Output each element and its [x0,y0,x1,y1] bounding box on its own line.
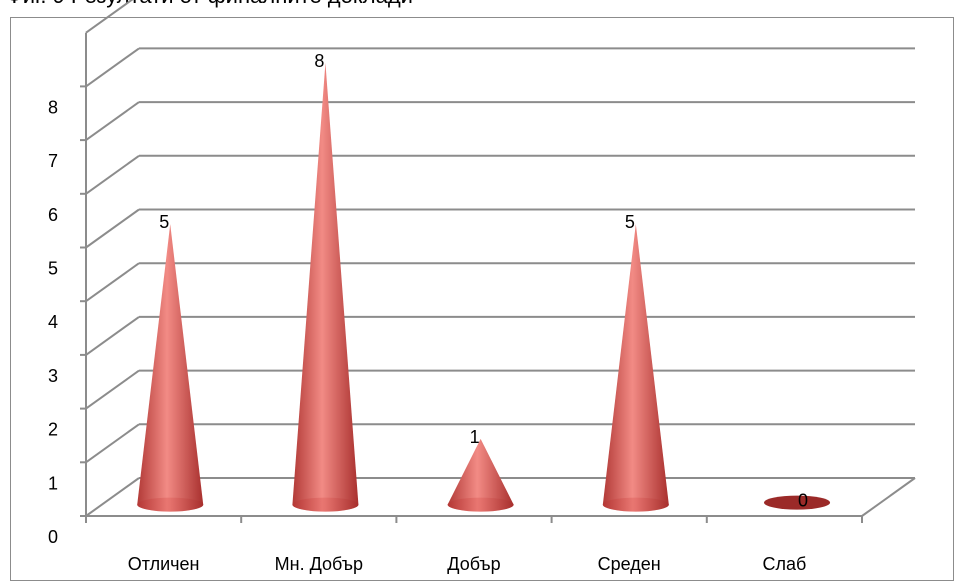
gridline-side-1 [85,423,140,464]
floor-right-edge [861,477,916,517]
cone-2 [447,438,514,512]
cone-shade-0 [137,497,204,512]
data-label-1: 8 [314,51,324,71]
gridline-side-8 [85,47,140,88]
cone-body-3 [602,224,669,512]
x-category-label-3: Среден [598,554,661,574]
y-tick-label-2: 2 [48,420,58,440]
y-tick-label-3: 3 [48,366,58,386]
x-category-label-2: Добър [447,554,500,574]
data-label-4: 0 [798,491,808,511]
gridlines [85,0,915,517]
x-category-label-1: Мн. Добър [275,554,363,574]
cone-1 [292,63,359,512]
axes [85,32,916,523]
gridline-side-3 [85,316,140,356]
cone-shade-1 [292,497,359,512]
data-label-3: 5 [625,212,635,232]
gridline-side-2 [85,369,140,410]
gridline-side-6 [85,154,140,195]
y-axis-ticks: 0 1 2 3 4 5 6 7 8 [48,85,86,547]
gridline-side-7 [85,101,140,141]
gridline-side-top [85,0,134,34]
cones [137,63,831,512]
chart-frame [10,17,954,581]
gridline-side-4 [85,262,140,303]
cone-body-2 [447,438,514,512]
data-label-2: 1 [470,427,480,447]
gridline-side-0 [85,477,140,517]
cone-body-1 [292,63,359,512]
y-tick-label-7: 7 [48,151,58,171]
data-labels: 5 8 1 5 0 [159,51,808,511]
gridline-side-5 [85,208,140,249]
y-tick-label-0: 0 [48,527,58,547]
cone-4 [764,495,831,510]
cone-3 [602,224,669,512]
y-tick-label-6: 6 [48,205,58,225]
cone-0 [137,224,204,512]
y-tick-label-8: 8 [48,97,58,117]
data-label-0: 5 [159,212,169,232]
cone-shade-2 [447,497,514,512]
cone-body-0 [137,224,204,512]
x-category-label-0: Отличен [128,554,200,574]
x-axis-categories: Отличен Мн. Добър Добър Среден Слаб [128,554,807,574]
y-tick-label-5: 5 [48,259,58,279]
chart-title: Фиг. 9 Резултати от финалните доклади [6,0,413,9]
cone-shade-3 [602,497,669,512]
y-tick-label-4: 4 [48,312,58,332]
x-category-label-4: Слаб [762,554,806,574]
cone-base-4 [764,495,831,510]
y-tick-label-1: 1 [48,473,58,493]
